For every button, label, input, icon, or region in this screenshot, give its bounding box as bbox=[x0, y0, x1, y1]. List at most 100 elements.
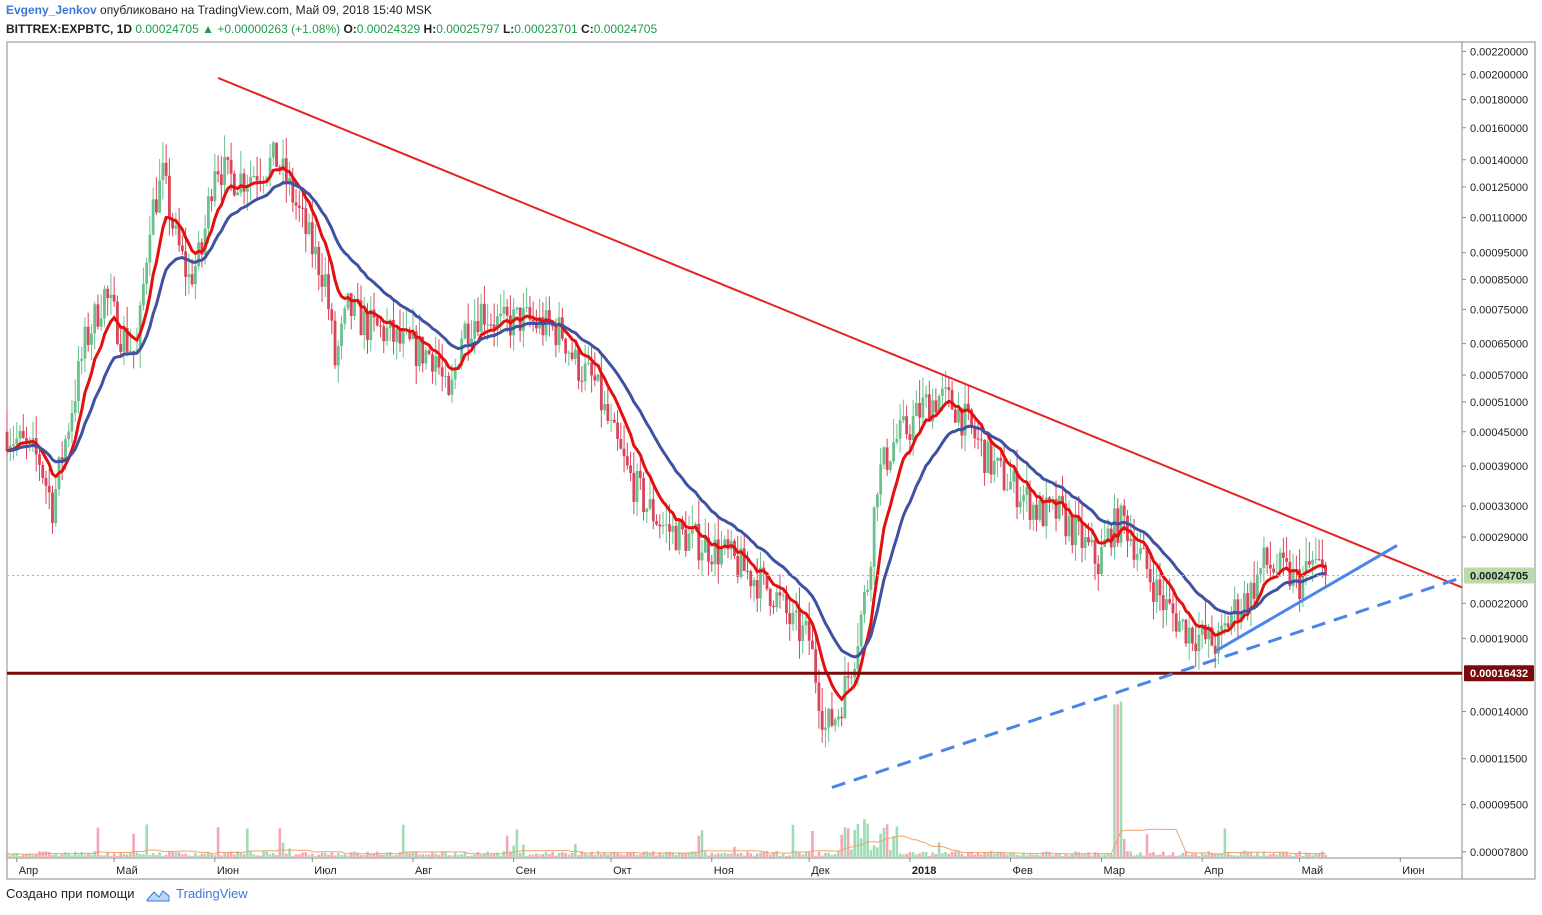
volume-bar bbox=[148, 855, 152, 858]
symbol-info: BITTREX:EXPBTC, 1D 0.00024705 ▲ +0.00000… bbox=[6, 22, 657, 36]
volume-bar bbox=[440, 851, 444, 858]
volume-bar bbox=[846, 828, 850, 858]
support-badge-bg bbox=[1464, 665, 1534, 682]
low-value: 0.00023701 bbox=[514, 22, 578, 36]
volume-bar bbox=[492, 853, 496, 858]
price-tick-label: 0.00051000 bbox=[1470, 397, 1528, 409]
volume-bar bbox=[1197, 855, 1201, 858]
volume-bar bbox=[801, 854, 805, 858]
candle-body bbox=[476, 320, 480, 332]
volume-bar bbox=[259, 855, 262, 858]
candle-body bbox=[979, 439, 983, 441]
tradingview-link[interactable]: TradingView bbox=[176, 886, 248, 901]
volume-bar bbox=[1054, 853, 1058, 858]
volume-bar bbox=[781, 853, 785, 858]
candle-body bbox=[609, 419, 613, 421]
volume-bar bbox=[1126, 851, 1129, 858]
candle-body bbox=[1281, 552, 1285, 559]
candle-body bbox=[1161, 595, 1165, 611]
candle-body bbox=[742, 548, 746, 571]
candle-body bbox=[911, 416, 915, 440]
price-tick-label: 0.00085000 bbox=[1470, 274, 1528, 286]
symbol-name[interactable]: BITTREX:EXPBTC, 1D bbox=[6, 22, 133, 36]
volume-bar bbox=[242, 853, 246, 858]
volume-bar bbox=[70, 855, 74, 858]
candle-body bbox=[255, 176, 259, 181]
candle-body bbox=[203, 228, 207, 255]
volume-bar bbox=[1129, 851, 1133, 858]
volume-bar bbox=[1181, 852, 1184, 858]
volume-bar bbox=[788, 855, 792, 858]
candle-body bbox=[411, 331, 415, 339]
volume-bar bbox=[674, 854, 678, 858]
candle-body bbox=[70, 412, 74, 432]
volume-bar bbox=[353, 851, 356, 858]
candle-body bbox=[294, 202, 298, 206]
volume-bar bbox=[177, 852, 181, 858]
candle-body bbox=[966, 403, 970, 410]
candle-body bbox=[811, 640, 814, 650]
volume-bar bbox=[116, 855, 119, 858]
candle-body bbox=[557, 317, 561, 346]
candle-body bbox=[223, 157, 227, 185]
volume-bar bbox=[736, 853, 740, 858]
volume-bar bbox=[1314, 853, 1318, 858]
volume-bar bbox=[44, 851, 48, 858]
volume-bar bbox=[171, 851, 174, 858]
candle-body bbox=[625, 456, 629, 466]
author-link[interactable]: Evgeny_Jenkov bbox=[6, 3, 97, 17]
candle-body bbox=[447, 375, 451, 395]
candle-body bbox=[901, 416, 905, 421]
volume-bar bbox=[538, 854, 541, 858]
volume-bar bbox=[38, 851, 41, 858]
candle-body bbox=[187, 274, 191, 277]
volume-bar bbox=[1051, 855, 1055, 858]
time-tick-label: Ноя bbox=[714, 865, 734, 877]
volume-bar bbox=[1145, 834, 1149, 858]
volume-bar bbox=[1106, 852, 1110, 858]
volume-bar bbox=[587, 854, 590, 858]
ema-slow-line bbox=[6, 180, 1326, 659]
volume-bar bbox=[1213, 853, 1217, 858]
volume-bar bbox=[684, 852, 688, 858]
volume-bar bbox=[301, 852, 304, 858]
candle-body bbox=[1252, 582, 1256, 599]
candle-body bbox=[629, 465, 632, 473]
candle-body bbox=[547, 310, 551, 325]
volume-ma bbox=[6, 828, 1326, 855]
candle-body bbox=[1018, 501, 1022, 508]
candle-body bbox=[1194, 643, 1198, 652]
candle-body bbox=[1096, 563, 1100, 575]
volume-bar bbox=[525, 855, 528, 858]
candle-body bbox=[940, 388, 944, 396]
volume-bar bbox=[1295, 853, 1298, 858]
price-chart[interactable]: 0.00220000 0.00200000 0.00180000 0.00160000… bbox=[0, 0, 1542, 880]
volume-bar bbox=[421, 854, 425, 858]
volume-bar bbox=[515, 829, 519, 858]
candle-body bbox=[869, 566, 873, 590]
volume-bar bbox=[668, 851, 671, 858]
volume-bar bbox=[1285, 852, 1288, 858]
volume-bar bbox=[557, 852, 561, 858]
candle-body bbox=[138, 305, 142, 350]
volume-bar bbox=[138, 854, 142, 858]
candle-body bbox=[778, 592, 782, 596]
candle-body bbox=[301, 207, 304, 209]
volume-bar bbox=[564, 853, 567, 858]
volume-bar bbox=[1093, 852, 1097, 858]
volume-bar bbox=[1191, 853, 1194, 858]
candle-body bbox=[161, 162, 165, 181]
volume-ma-line bbox=[6, 828, 1326, 855]
volume-bar bbox=[1259, 855, 1262, 858]
candle-body bbox=[898, 420, 902, 439]
volume-bar bbox=[447, 855, 450, 858]
candle-body bbox=[1242, 593, 1246, 613]
candle-body bbox=[135, 349, 139, 351]
volume-bar bbox=[1291, 855, 1295, 858]
volume-bar bbox=[902, 854, 905, 858]
candle-body bbox=[1022, 494, 1025, 502]
candle-body bbox=[1148, 569, 1152, 583]
volume-bar bbox=[658, 852, 662, 858]
volume-bar bbox=[489, 854, 493, 858]
candle-body bbox=[51, 492, 54, 524]
